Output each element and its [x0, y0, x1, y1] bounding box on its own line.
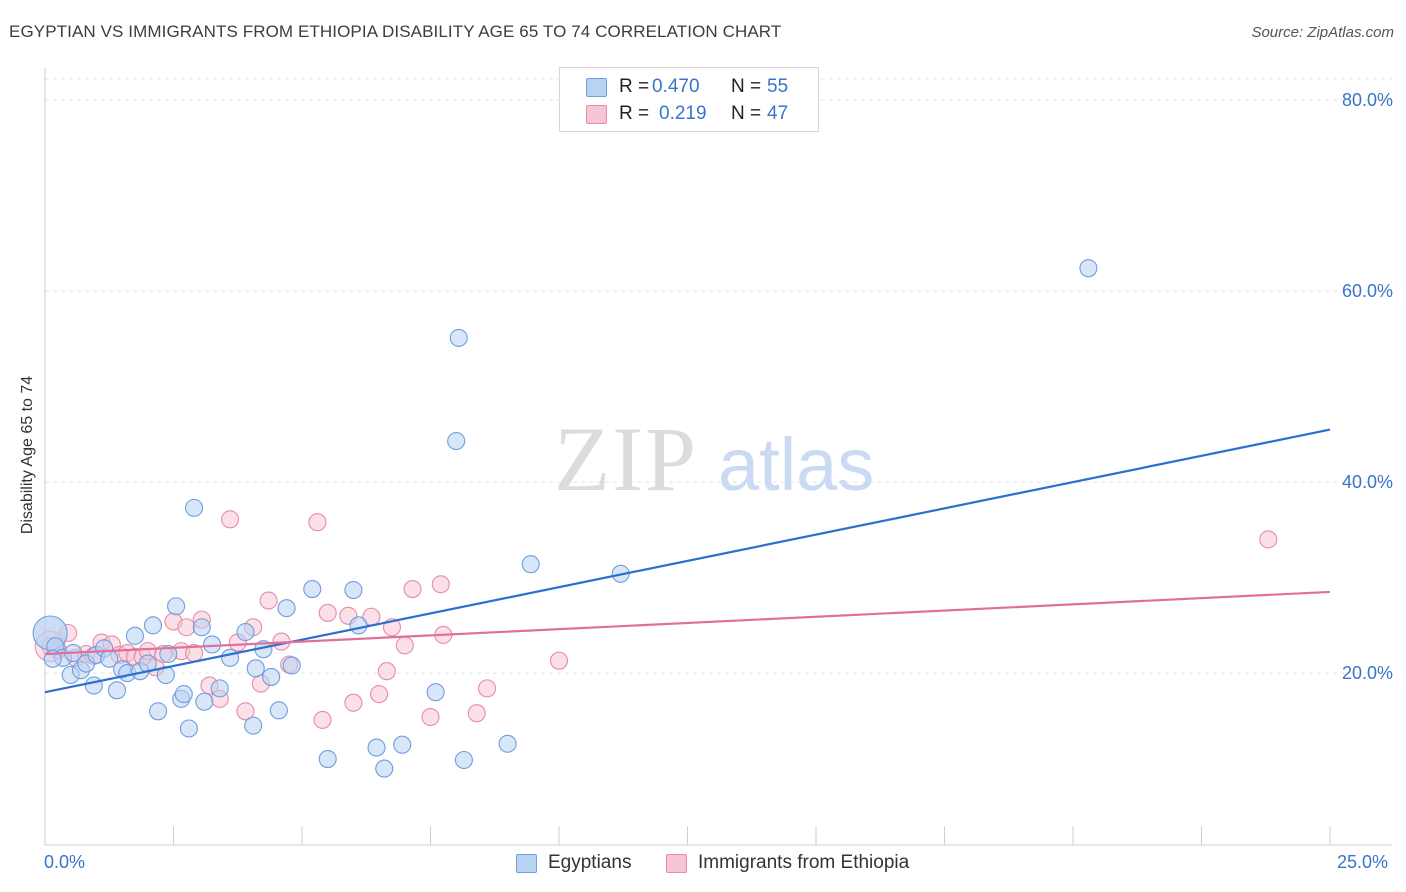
egyptians-point — [203, 635, 222, 654]
egyptians-point — [393, 735, 412, 754]
x-tick-max: 25.0% — [1337, 852, 1389, 872]
egyptians-point — [220, 648, 240, 667]
egyptians-point — [107, 681, 127, 700]
egyptians-point — [143, 616, 162, 635]
egyptians-point — [303, 580, 322, 599]
egyptians-point — [179, 719, 198, 738]
egyptians-point — [498, 734, 517, 753]
egyptians-point — [149, 702, 168, 721]
egyptians-point — [1079, 259, 1098, 278]
ethiopia-point — [308, 513, 327, 532]
egyptians-point — [454, 750, 473, 770]
egyptians-point — [210, 679, 229, 698]
watermark-zip: ZIP — [554, 408, 698, 510]
y-tick-label: 40.0% — [1342, 472, 1393, 492]
egyptians-point — [277, 599, 296, 618]
egyptians-point — [447, 431, 466, 451]
source-label: Source: ZipAtlas.com — [1251, 24, 1394, 41]
egyptians-point — [282, 656, 301, 675]
series-egyptians-points — [32, 259, 1098, 778]
egyptians-point — [185, 498, 204, 517]
grid-lines — [45, 78, 1392, 674]
ethiopia-point — [259, 591, 278, 610]
watermark-atlas: atlas — [718, 423, 874, 506]
egyptians-point — [174, 685, 193, 704]
egyptians-point — [262, 667, 281, 686]
ethiopia-point — [344, 693, 363, 712]
legend-swatch-ethiopia — [586, 105, 607, 124]
ethiopia-point — [421, 707, 440, 727]
ethiopia-point — [377, 662, 396, 681]
egyptians-point — [318, 749, 337, 769]
egyptians-point — [125, 626, 144, 645]
egyptians-point — [167, 597, 186, 616]
ethiopia-point — [370, 685, 389, 704]
ethiopia-point — [318, 603, 337, 622]
egyptians-point — [449, 328, 468, 347]
legend-r-label: R = — [619, 103, 650, 124]
legend-r-label: R = — [619, 76, 650, 97]
egyptians-point — [521, 555, 540, 574]
watermark: ZIP atlas — [554, 408, 874, 510]
egyptians-point — [159, 644, 178, 664]
ethiopia-point — [477, 679, 497, 698]
chart-title: EGYPTIAN VS IMMIGRANTS FROM ETHIOPIA DIS… — [9, 22, 782, 41]
egyptians-trend-line — [44, 428, 1331, 694]
y-tick-label: 20.0% — [1342, 663, 1393, 683]
ethiopia-point — [549, 651, 569, 670]
bottom-legend-swatch-egyptians — [516, 854, 537, 873]
legend-n-label: N = — [731, 103, 762, 124]
legend-swatch-egyptians — [586, 78, 607, 97]
egyptians-point — [236, 622, 255, 642]
ethiopia-point — [313, 710, 332, 729]
ethiopia-trend-line — [44, 590, 1331, 656]
legend-r-value: 0.219 — [659, 103, 707, 124]
egyptians-point — [192, 618, 211, 637]
correlation-legend: R = 0.470 N = 55 R = 0.219 N = 47 — [559, 67, 819, 132]
egyptians-point — [375, 759, 394, 778]
axes — [44, 68, 1392, 846]
legend-n-value: 55 — [767, 76, 789, 97]
y-tick-label: 60.0% — [1342, 281, 1393, 301]
ethiopia-point — [220, 510, 240, 529]
ethiopia-point — [395, 636, 414, 655]
bottom-legend-label-egyptians: Egyptians — [548, 852, 632, 873]
egyptians-point — [367, 738, 386, 757]
legend-n-label: N = — [731, 76, 762, 97]
ethiopia-point — [431, 575, 450, 594]
y-tick-labels: 20.0% 40.0% 60.0% 80.0% — [1342, 90, 1393, 683]
ethiopia-point — [177, 618, 196, 637]
bottom-legend-label-ethiopia: Immigrants from Ethiopia — [698, 852, 910, 873]
trend-lines — [44, 428, 1331, 694]
ethiopia-point — [236, 702, 255, 721]
egyptians-point — [349, 616, 368, 635]
ethiopia-point — [403, 580, 422, 599]
ethiopia-point — [1259, 530, 1278, 549]
egyptians-point — [195, 692, 214, 711]
legend-r-value: 0.470 — [652, 76, 700, 97]
egyptians-point — [269, 701, 288, 720]
bottom-legend-swatch-ethiopia — [666, 854, 687, 873]
x-tick-min: 0.0% — [44, 852, 86, 872]
egyptians-point — [344, 580, 363, 600]
legend-n-value: 47 — [767, 103, 789, 124]
egyptians-point — [426, 683, 445, 702]
egyptians-point — [246, 659, 265, 678]
y-tick-label: 80.0% — [1342, 90, 1393, 110]
egyptians-point — [84, 676, 103, 695]
y-axis-label: Disability Age 65 to 74 — [19, 375, 36, 535]
egyptians-point — [244, 716, 263, 735]
ethiopia-point — [467, 704, 486, 723]
